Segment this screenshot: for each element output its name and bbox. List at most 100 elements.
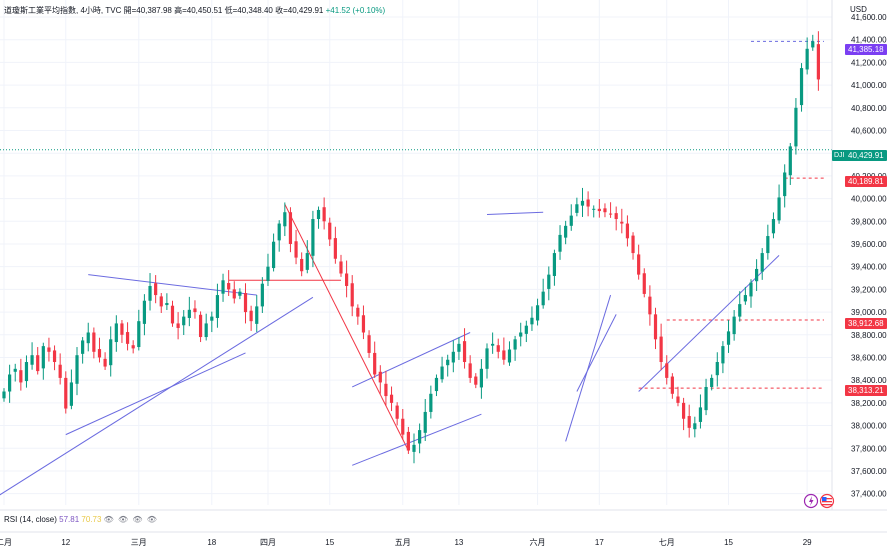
candle-body	[277, 223, 281, 241]
candle-body	[41, 346, 45, 369]
y-tick-label: 39,200.00	[851, 285, 887, 294]
candle-body	[109, 339, 113, 366]
y-tick-label: 39,000.00	[851, 308, 887, 317]
candle-body	[30, 355, 34, 365]
candle-body	[316, 209, 321, 220]
candle-body	[227, 283, 231, 290]
candle-body	[305, 253, 309, 270]
rsi-legend[interactable]: RSI (14, close) 57.81 70.73 👁 👁 👁 👁	[4, 515, 158, 524]
candle-body	[367, 335, 371, 353]
candle-body	[676, 396, 680, 403]
candle-body	[710, 377, 714, 387]
candle-body	[215, 295, 220, 318]
candle-body	[648, 296, 652, 315]
legend-close: 40,429.91	[287, 6, 324, 15]
candle-body	[271, 241, 276, 269]
candle-body	[760, 253, 764, 272]
candle-body	[64, 377, 68, 409]
candle-body	[524, 325, 528, 334]
candle-body	[457, 343, 461, 352]
symbol-tag: DJI	[832, 150, 847, 161]
x-tick-label: 12	[61, 538, 70, 547]
candle-body	[620, 221, 624, 224]
candle-body	[378, 371, 382, 383]
x-tick-label: 七月	[659, 538, 675, 547]
trendline	[565, 294, 612, 442]
candle-body	[580, 200, 585, 206]
x-tick-label: 13	[454, 538, 463, 547]
candle-body	[434, 377, 439, 392]
candle-body	[535, 305, 540, 321]
candle-body	[322, 207, 326, 222]
last-price-tag: 40,429.91	[845, 150, 887, 161]
candle-body	[468, 363, 472, 378]
candle-body	[575, 204, 579, 213]
candle-body	[249, 310, 253, 322]
level-tag-2: 38,912.68	[845, 318, 887, 329]
trendline	[486, 211, 544, 215]
candle-body	[114, 323, 118, 343]
candle-body	[429, 393, 433, 412]
candle-body	[187, 309, 191, 318]
candle-body	[625, 223, 630, 239]
x-tick-label: 五月	[395, 538, 411, 547]
price-axis: 37,400.00 37,600.00 37,800.00 38,000.00 38,2…	[0, 0, 887, 533]
candle-body	[24, 362, 29, 382]
candle-body	[721, 346, 725, 364]
candle-body	[232, 289, 236, 299]
candle-body	[361, 315, 366, 333]
candle-body	[255, 306, 259, 324]
event-icons[interactable]	[803, 493, 839, 509]
trendline	[88, 274, 257, 296]
x-tick-label: 15	[724, 538, 733, 547]
y-tick-label: 40,000.00	[851, 195, 887, 204]
candle-body	[816, 44, 820, 80]
trendline	[576, 314, 617, 392]
candle-body	[339, 261, 343, 274]
y-tick-label: 37,400.00	[851, 490, 887, 499]
rsi-label: RSI (14, close)	[4, 515, 57, 524]
candle-body	[412, 444, 416, 452]
candle-body	[19, 370, 23, 383]
y-tick-label: 41,400.00	[851, 36, 887, 45]
candle-body	[777, 197, 781, 221]
candle-body	[142, 300, 147, 324]
candle-body	[193, 308, 197, 313]
y-tick-label: 38,200.00	[851, 399, 887, 408]
x-tick-label: 四月	[260, 538, 276, 547]
candle-body	[592, 208, 596, 210]
y-tick-label: 40,800.00	[851, 104, 887, 113]
chart-legend: 道瓊斯工業平均指數, 4小時, TVC 開=40,387.98 高=40,450…	[4, 6, 386, 15]
candle-body	[805, 48, 809, 70]
candle-body	[586, 199, 590, 207]
candle-body	[356, 307, 360, 317]
candle-body	[52, 350, 57, 363]
candle-body	[75, 355, 79, 384]
rsi-value: 57.81	[59, 515, 80, 524]
candle-body	[389, 394, 394, 403]
candle-body	[715, 362, 719, 376]
candle-body	[653, 314, 658, 340]
trendline	[65, 352, 246, 436]
candle-body	[288, 212, 293, 244]
candle-body	[8, 374, 12, 392]
candle-body	[176, 323, 180, 328]
candle-body	[491, 343, 495, 346]
y-tick-label: 38,600.00	[851, 353, 887, 362]
candle-body	[558, 234, 562, 252]
candle-body	[597, 208, 601, 212]
currency-label[interactable]: USD	[850, 5, 867, 14]
level-tag-1: 40,189.81	[845, 176, 887, 187]
candle-body	[182, 316, 186, 326]
candle-body	[406, 431, 410, 451]
x-tick-label: 17	[595, 538, 604, 547]
candle-body	[137, 321, 141, 348]
candle-body	[788, 146, 792, 176]
candle-body	[799, 68, 804, 106]
candle-body	[47, 347, 51, 352]
y-tick-label: 38,800.00	[851, 331, 887, 340]
candle-body	[373, 352, 377, 375]
candle-body	[401, 418, 405, 435]
candle-body	[300, 258, 304, 272]
